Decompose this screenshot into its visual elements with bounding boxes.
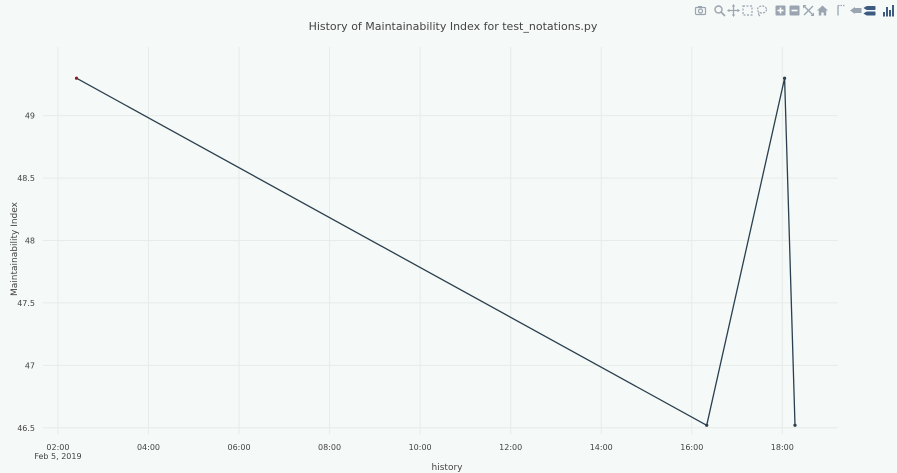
marker-layer [74, 76, 797, 427]
x-tick-label: 14:00 [590, 443, 613, 452]
y-tick-label: 47 [25, 361, 35, 370]
reset-axes-icon[interactable] [816, 4, 829, 17]
modebar-toolbar [694, 3, 895, 17]
x-tick-date-label: Feb 5, 2019 [34, 452, 81, 461]
grid-layer [43, 47, 838, 434]
plotly-logo-icon[interactable] [882, 4, 895, 17]
x-tick-label: 10:00 [409, 443, 432, 452]
y-tick-label: 49 [25, 112, 35, 121]
camera-icon[interactable] [694, 4, 707, 17]
zoom-out-icon[interactable] [788, 4, 801, 17]
y-axis-title: Maintainability Index [10, 201, 20, 296]
x-tick-label: 16:00 [680, 443, 703, 452]
x-tick-label: 04:00 [137, 443, 160, 452]
x-tick-label: 08:00 [318, 443, 341, 452]
hover-compare-icon[interactable] [863, 4, 876, 17]
box-select-icon[interactable] [741, 4, 754, 17]
data-point[interactable] [705, 423, 709, 427]
x-tick-label: 18:00 [771, 443, 794, 452]
y-axis-ticks: 46.5 47 47.5 48 48.5 49 [17, 112, 35, 433]
lasso-select-icon[interactable] [755, 4, 768, 17]
autoscale-icon[interactable] [802, 4, 815, 17]
series-line[interactable] [76, 77, 796, 426]
zoom-icon[interactable] [713, 4, 726, 17]
pan-icon[interactable] [727, 3, 740, 17]
data-point[interactable] [793, 423, 797, 427]
y-tick-label: 48 [25, 237, 35, 246]
hover-closest-icon[interactable] [849, 4, 862, 17]
chart-title: History of Maintainability Index for tes… [309, 20, 598, 33]
x-tick-label: 06:00 [228, 443, 251, 452]
zoom-in-icon[interactable] [774, 4, 787, 17]
toggle-spike-lines-icon[interactable] [835, 4, 848, 17]
y-tick-label: 47.5 [17, 299, 35, 308]
data-point[interactable] [74, 76, 79, 80]
y-tick-label: 46.5 [17, 424, 35, 433]
x-axis-title: history [432, 463, 464, 473]
y-tick-label: 48.5 [17, 174, 35, 183]
x-tick-label: 02:00 [46, 443, 69, 452]
series-layer [76, 77, 796, 426]
data-point[interactable] [782, 76, 787, 80]
x-tick-label: 12:00 [499, 443, 522, 452]
